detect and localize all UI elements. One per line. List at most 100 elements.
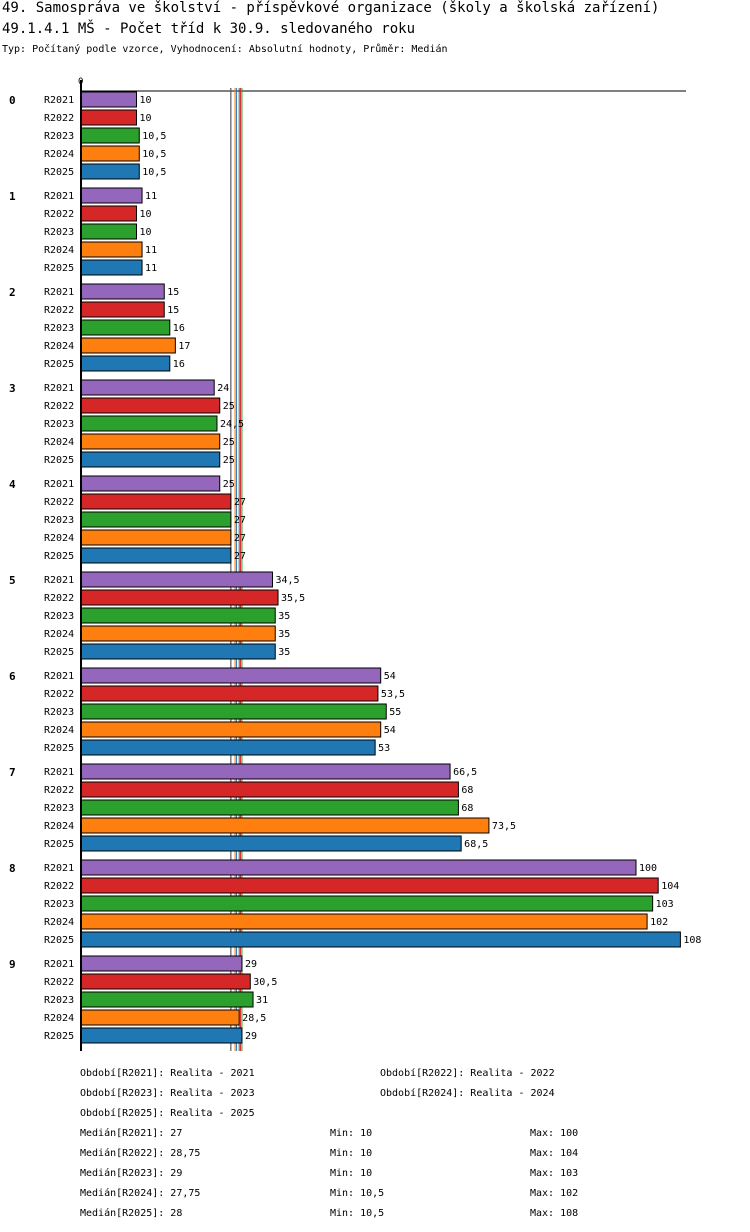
value-label-r2022-8: 104 (661, 881, 679, 892)
bar-r2021-8 (80, 859, 637, 876)
series-label-r2024-6: R2024 (44, 725, 74, 736)
value-label-r2024-5: 35 (278, 629, 290, 640)
value-label-r2021-2: 15 (167, 287, 179, 298)
series-label-r2021-9: R2021 (44, 959, 74, 970)
bar-r2023-9 (80, 991, 254, 1008)
bar-r2023-4 (80, 511, 232, 528)
median-r2022: Medián[R2022]: 28,75 (80, 1148, 201, 1159)
median-r2023: Medián[R2023]: 29 (80, 1168, 183, 1179)
bar-r2022-7 (80, 781, 459, 798)
series-label-r2023-1: R2023 (44, 227, 74, 238)
bar-r2023-0 (80, 127, 140, 144)
value-label-r2024-9: 28,5 (242, 1013, 266, 1024)
value-label-r2022-6: 53,5 (381, 689, 405, 700)
bar-r2024-9 (80, 1009, 240, 1026)
bar-r2021-3 (80, 379, 215, 396)
series-label-r2021-1: R2021 (44, 191, 74, 202)
value-label-r2021-0: 10 (140, 95, 152, 106)
series-label-r2021-4: R2021 (44, 479, 74, 490)
bar-r2021-0 (80, 91, 137, 108)
value-label-r2023-6: 55 (389, 707, 401, 718)
bar-r2022-8 (80, 877, 659, 894)
series-label-r2025-8: R2025 (44, 935, 74, 946)
value-label-r2023-4: 27 (234, 515, 246, 526)
value-label-r2025-3: 25 (223, 455, 235, 466)
bar-r2021-4 (80, 475, 221, 492)
bar-r2024-0 (80, 145, 140, 162)
value-label-r2024-3: 25 (223, 437, 235, 448)
series-label-r2025-9: R2025 (44, 1031, 74, 1042)
value-label-r2021-5: 34,5 (275, 575, 299, 586)
value-label-r2024-4: 27 (234, 533, 246, 544)
bar-r2025-4 (80, 547, 232, 564)
bar-r2022-2 (80, 301, 165, 318)
series-label-r2025-6: R2025 (44, 743, 74, 754)
series-label-r2023-9: R2023 (44, 995, 74, 1006)
bar-r2025-1 (80, 259, 143, 276)
series-label-r2022-6: R2022 (44, 689, 74, 700)
value-label-r2022-0: 10 (140, 113, 152, 124)
value-label-r2021-7: 66,5 (453, 767, 477, 778)
value-label-r2024-6: 54 (384, 725, 396, 736)
chart-subtitle: 49.1.4.1 MŠ - Počet tříd k 30.9. sledova… (2, 21, 416, 37)
value-label-r2023-3: 24,5 (220, 419, 244, 430)
median-r2025: Medián[R2025]: 28 (80, 1208, 183, 1219)
series-label-r2021-3: R2021 (44, 383, 74, 394)
value-label-r2023-1: 10 (140, 227, 152, 238)
bar-r2021-9 (80, 955, 243, 972)
category-label-1: 1 (9, 190, 16, 203)
max-r2023: Max: 103 (530, 1168, 579, 1179)
series-label-r2024-4: R2024 (44, 533, 74, 544)
value-label-r2021-4: 25 (223, 479, 235, 490)
series-label-r2021-7: R2021 (44, 767, 74, 778)
series-label-r2023-7: R2023 (44, 803, 74, 814)
category-label-8: 8 (9, 862, 16, 875)
value-label-r2025-7: 68,5 (464, 839, 488, 850)
bar-r2023-1 (80, 223, 137, 240)
value-label-r2022-9: 30,5 (253, 977, 277, 988)
median-r2021: Medián[R2021]: 27 (80, 1128, 183, 1139)
value-label-r2022-7: 68 (461, 785, 473, 796)
value-label-r2025-2: 16 (173, 359, 185, 370)
bar-r2024-1 (80, 241, 143, 258)
legend-period-r2021: Období[R2021]: Realita - 2021 (80, 1068, 255, 1079)
bar-r2021-7 (80, 763, 451, 780)
min-r2022: Min: 10 (330, 1148, 373, 1159)
value-label-r2025-5: 35 (278, 647, 290, 658)
value-label-r2024-7: 73,5 (492, 821, 516, 832)
category-label-5: 5 (9, 574, 16, 587)
series-label-r2025-7: R2025 (44, 839, 74, 850)
series-label-r2021-6: R2021 (44, 671, 74, 682)
value-label-r2023-0: 10,5 (142, 131, 166, 142)
series-label-r2023-4: R2023 (44, 515, 74, 526)
bar-r2025-2 (80, 355, 171, 372)
value-label-r2023-7: 68 (461, 803, 473, 814)
series-label-r2023-5: R2023 (44, 611, 74, 622)
bar-r2023-5 (80, 607, 276, 624)
value-label-r2025-9: 29 (245, 1031, 257, 1042)
series-label-r2022-4: R2022 (44, 497, 74, 508)
value-label-r2021-9: 29 (245, 959, 257, 970)
series-label-r2022-5: R2022 (44, 593, 74, 604)
bar-r2022-6 (80, 685, 379, 702)
max-r2022: Max: 104 (530, 1148, 579, 1159)
bar-r2024-6 (80, 721, 382, 738)
value-label-r2025-6: 53 (378, 743, 390, 754)
value-label-r2021-3: 24 (217, 383, 229, 394)
series-label-r2022-2: R2022 (44, 305, 74, 316)
legend-period-r2023: Období[R2023]: Realita - 2023 (80, 1088, 255, 1099)
bar-r2025-8 (80, 931, 681, 948)
median-r2024: Medián[R2024]: 27,75 (80, 1188, 201, 1199)
bar-r2024-4 (80, 529, 232, 546)
series-label-r2025-5: R2025 (44, 647, 74, 658)
category-label-2: 2 (9, 286, 16, 299)
bar-r2023-3 (80, 415, 218, 432)
bar-r2025-0 (80, 163, 140, 180)
bar-r2025-7 (80, 835, 462, 852)
series-label-r2024-8: R2024 (44, 917, 74, 928)
category-label-0: 0 (9, 94, 16, 107)
bar-r2024-5 (80, 625, 276, 642)
bar-r2021-2 (80, 283, 165, 300)
bar-r2024-3 (80, 433, 221, 450)
series-label-r2022-1: R2022 (44, 209, 74, 220)
